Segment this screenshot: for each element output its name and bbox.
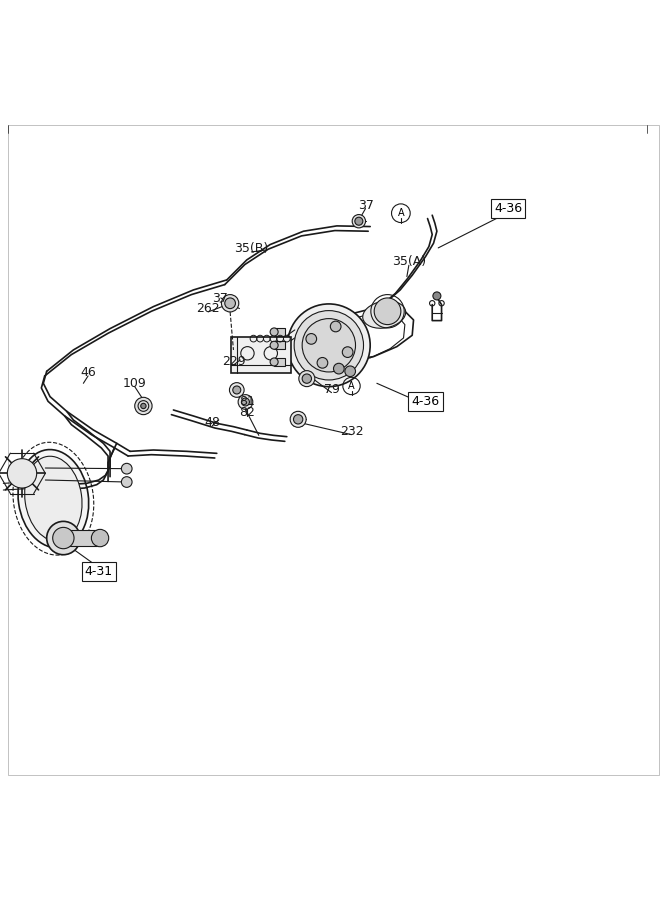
Circle shape xyxy=(352,214,366,228)
Circle shape xyxy=(270,341,278,349)
Circle shape xyxy=(355,217,363,225)
Circle shape xyxy=(229,382,244,397)
Text: 37: 37 xyxy=(212,292,228,305)
Text: 4-36: 4-36 xyxy=(494,202,522,215)
Circle shape xyxy=(233,386,241,394)
Circle shape xyxy=(53,527,74,549)
Circle shape xyxy=(121,477,132,488)
Text: 109: 109 xyxy=(123,377,147,390)
Text: 262: 262 xyxy=(196,302,220,315)
Text: 82: 82 xyxy=(239,406,255,419)
Circle shape xyxy=(270,358,278,366)
Circle shape xyxy=(293,415,303,424)
Bar xyxy=(274,328,285,336)
Circle shape xyxy=(238,394,253,410)
Text: A: A xyxy=(398,208,404,218)
Circle shape xyxy=(299,371,315,387)
Bar xyxy=(63,530,97,546)
Ellipse shape xyxy=(25,456,82,541)
Bar xyxy=(274,341,285,349)
Circle shape xyxy=(91,529,109,546)
Text: 35(B): 35(B) xyxy=(234,242,269,255)
Text: 229: 229 xyxy=(222,355,246,368)
Circle shape xyxy=(121,464,132,474)
Circle shape xyxy=(342,346,353,357)
Circle shape xyxy=(290,411,306,428)
Text: 46: 46 xyxy=(80,366,96,379)
Circle shape xyxy=(135,397,152,415)
Circle shape xyxy=(294,310,364,380)
Text: 48: 48 xyxy=(204,416,220,429)
Circle shape xyxy=(334,364,344,374)
Ellipse shape xyxy=(18,450,89,548)
Text: 81: 81 xyxy=(239,395,255,408)
Circle shape xyxy=(225,298,235,309)
Text: 79: 79 xyxy=(323,382,340,396)
Circle shape xyxy=(374,298,401,325)
Text: 4-36: 4-36 xyxy=(412,395,440,408)
Circle shape xyxy=(317,357,327,368)
Circle shape xyxy=(433,292,441,300)
Text: A: A xyxy=(348,381,355,391)
Circle shape xyxy=(47,521,80,554)
Text: 232: 232 xyxy=(340,425,364,437)
Circle shape xyxy=(141,403,146,409)
Text: 35(A): 35(A) xyxy=(392,256,426,268)
Bar xyxy=(274,358,285,366)
Text: 4-31: 4-31 xyxy=(85,565,113,578)
Circle shape xyxy=(270,328,278,336)
Circle shape xyxy=(302,319,356,372)
Circle shape xyxy=(302,374,311,383)
Text: 37: 37 xyxy=(358,199,374,212)
Circle shape xyxy=(241,398,249,406)
Bar xyxy=(231,337,291,374)
Circle shape xyxy=(330,321,341,332)
Circle shape xyxy=(345,366,356,376)
Ellipse shape xyxy=(363,301,406,328)
Circle shape xyxy=(221,294,239,312)
Circle shape xyxy=(7,459,37,488)
Circle shape xyxy=(287,304,370,387)
Circle shape xyxy=(306,334,317,344)
